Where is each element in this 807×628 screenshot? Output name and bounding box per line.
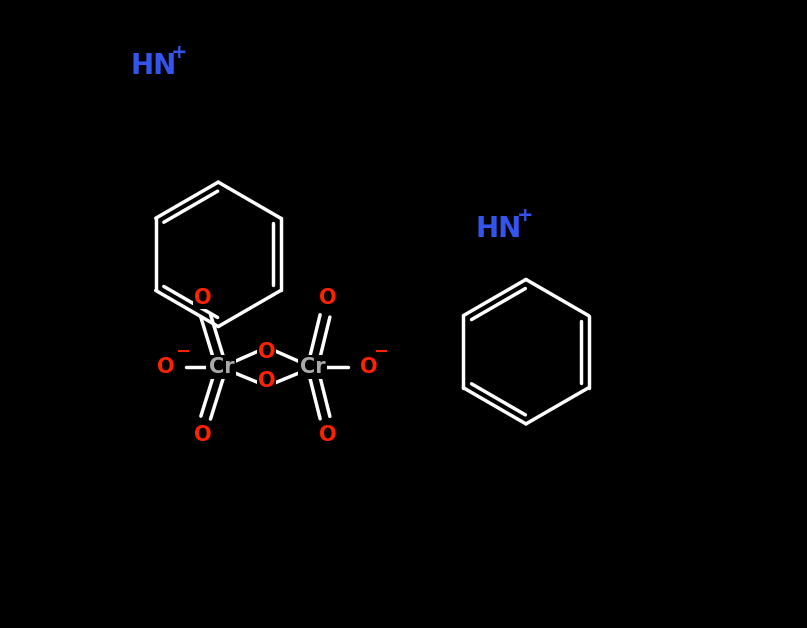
Text: −: −	[176, 343, 190, 360]
Text: O: O	[157, 357, 174, 377]
Text: −: −	[374, 343, 388, 360]
Text: O: O	[194, 288, 211, 308]
Text: Cr: Cr	[208, 357, 234, 377]
Text: +: +	[516, 206, 533, 225]
Text: O: O	[320, 425, 337, 445]
Text: O: O	[258, 371, 276, 391]
Text: O: O	[320, 288, 337, 308]
Text: O: O	[194, 425, 211, 445]
Text: +: +	[171, 43, 188, 62]
Text: HN: HN	[475, 215, 522, 243]
Text: O: O	[360, 357, 377, 377]
Text: Cr: Cr	[299, 357, 325, 377]
Text: HN: HN	[130, 52, 177, 80]
Text: O: O	[258, 342, 276, 362]
